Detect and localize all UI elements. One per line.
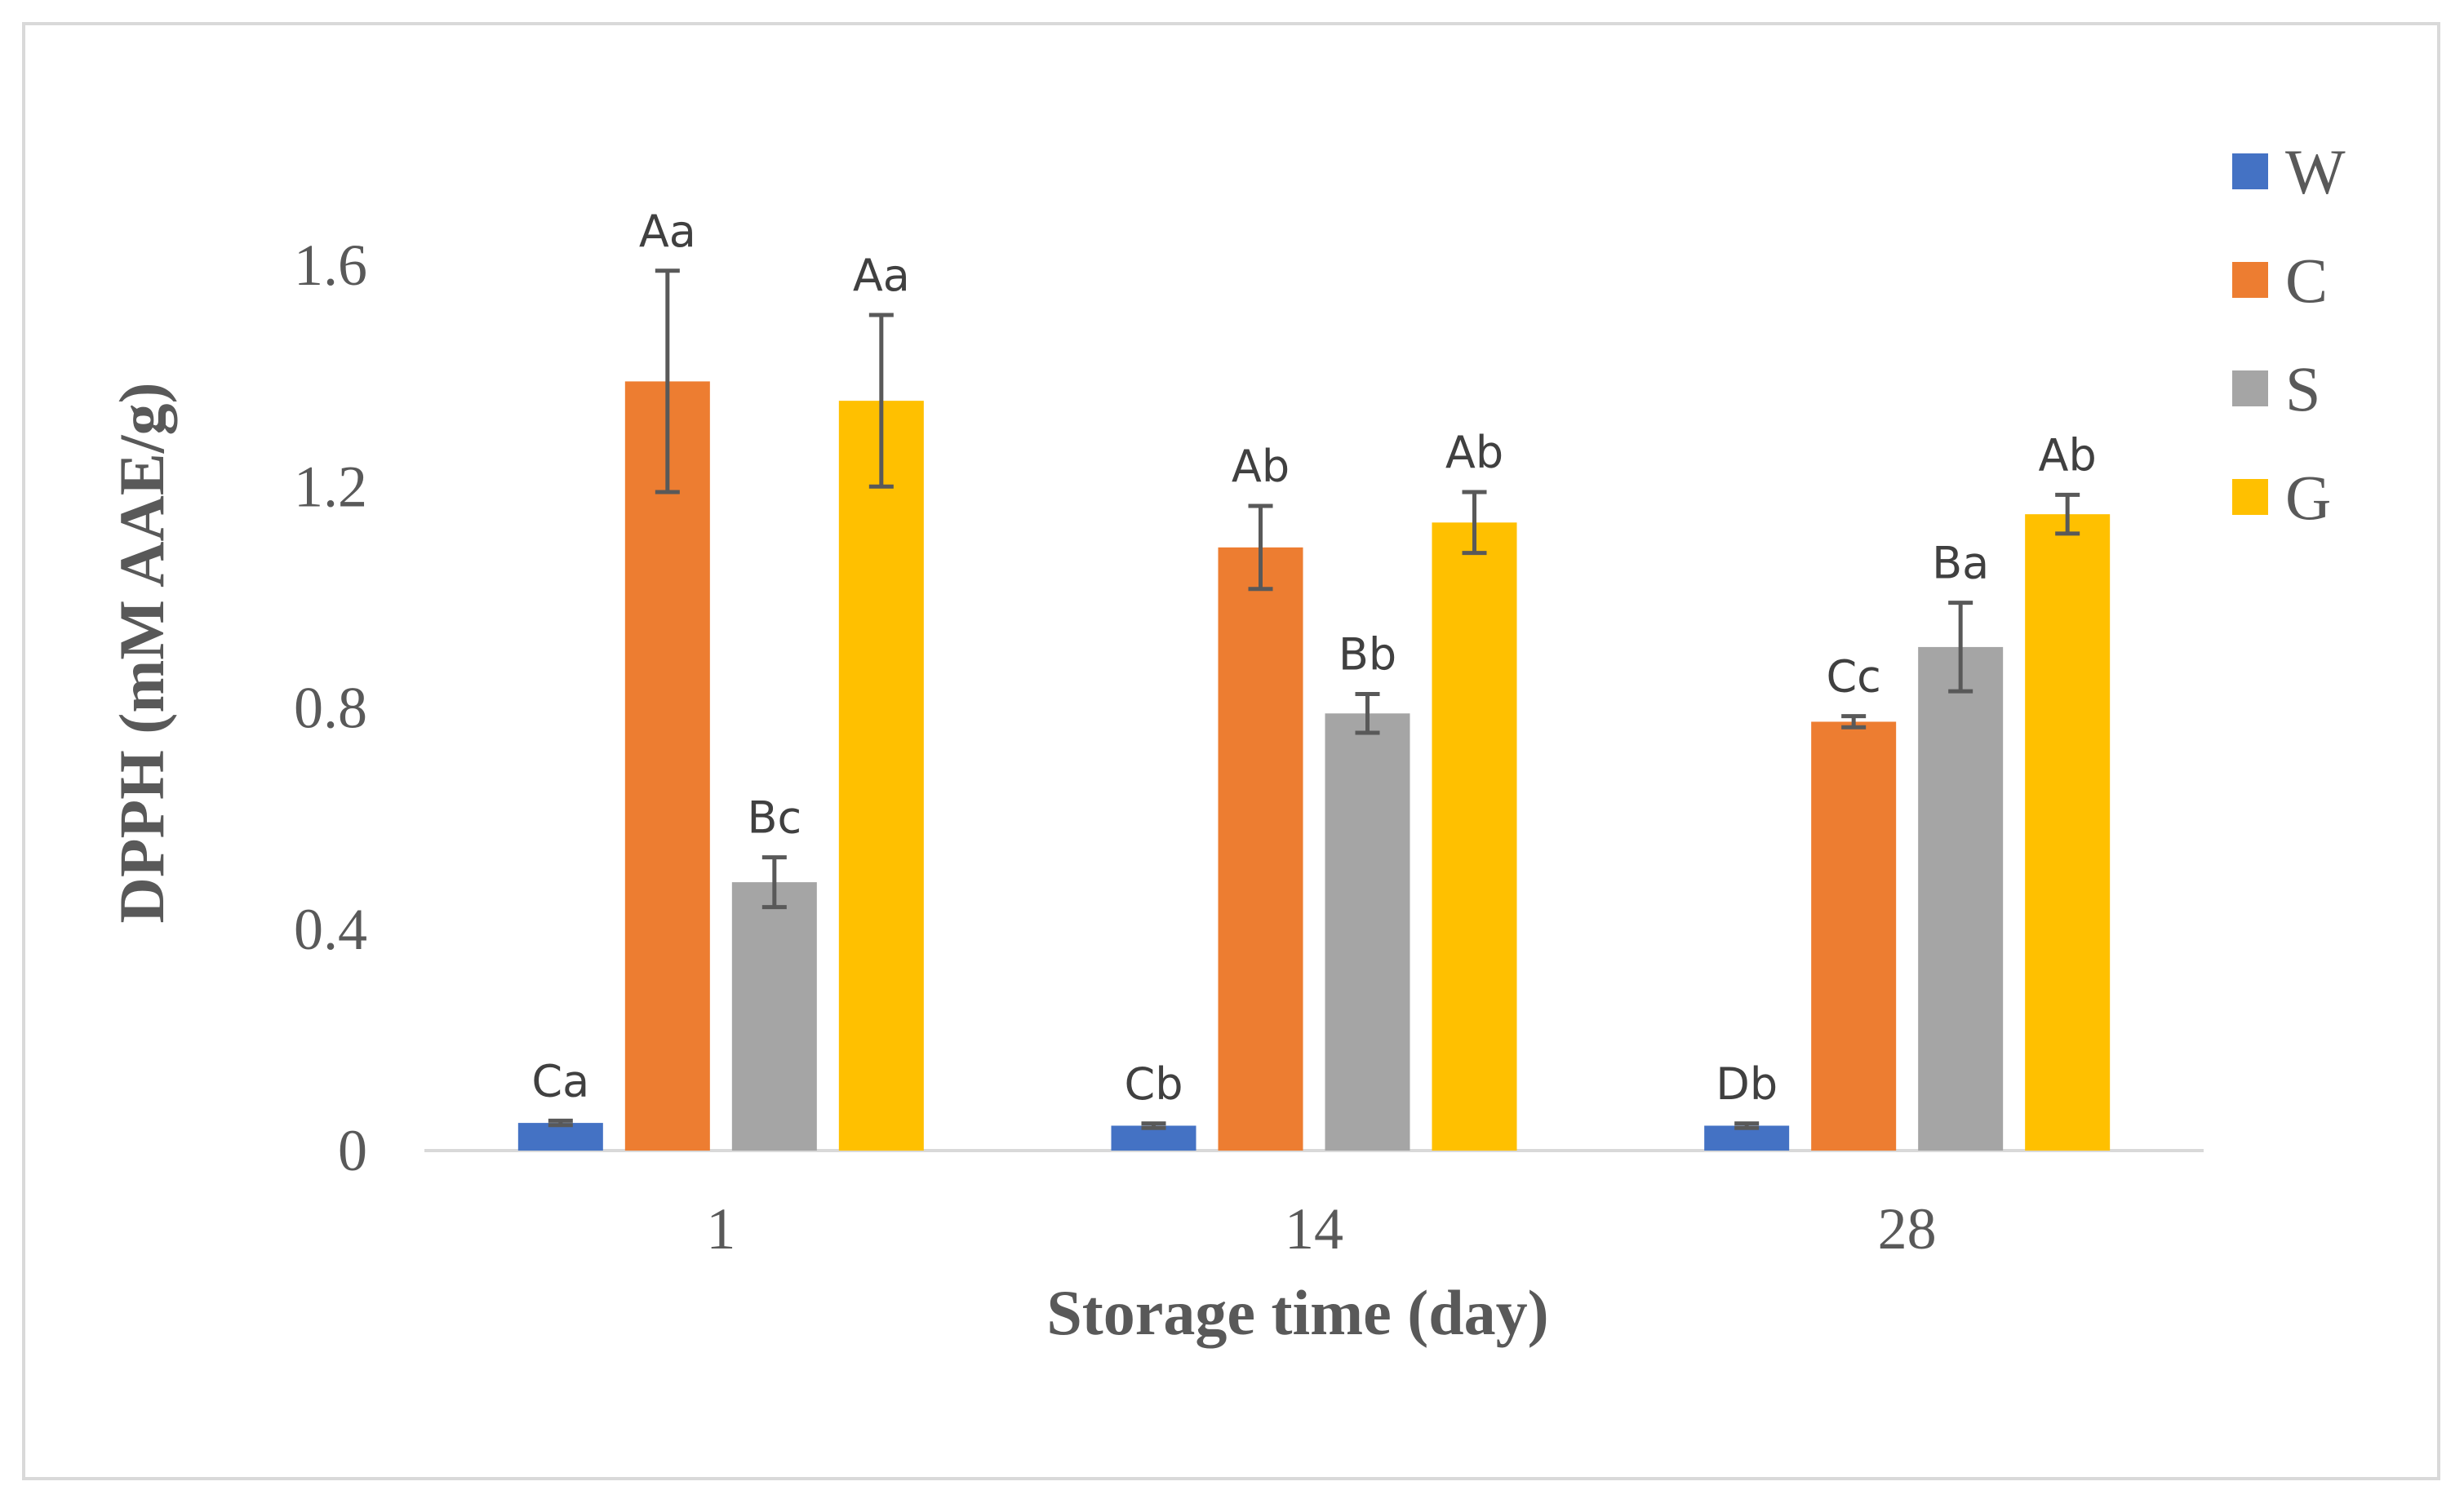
y-tick-label: 0 xyxy=(338,1118,367,1183)
significance-label: Cc xyxy=(1826,651,1880,703)
significance-label: Ab xyxy=(1232,441,1290,492)
significance-label: Db xyxy=(1716,1058,1778,1110)
significance-label: Bc xyxy=(747,792,801,844)
legend-swatch-G xyxy=(2232,479,2268,515)
bar-G-1 xyxy=(838,401,924,1151)
legend-label-S: S xyxy=(2285,353,2320,424)
significance-label: Aa xyxy=(853,250,910,301)
significance-label: Ca xyxy=(531,1055,589,1107)
significance-label: Aa xyxy=(639,206,696,257)
x-tick-label: 1 xyxy=(706,1196,735,1262)
significance-label: Ba xyxy=(1932,538,1989,589)
x-axis-ticks: 1 14 28 xyxy=(706,1196,1936,1262)
legend-swatch-S xyxy=(2232,370,2268,406)
y-tick-label: 0.4 xyxy=(294,897,367,962)
bar-G-28 xyxy=(2025,514,2111,1151)
y-axis-ticks: 0 0.4 0.8 1.2 1.6 xyxy=(294,233,367,1183)
bar-C-14 xyxy=(1218,547,1303,1151)
significance-labels: Ca Aa Bc Aa Cb Ab Bb Ab Db Cc Ba Ab xyxy=(531,206,2096,1110)
legend-label-C: C xyxy=(2285,245,2328,316)
bar-W-1 xyxy=(517,1123,603,1151)
legend-label-W: W xyxy=(2285,136,2346,207)
bar-S-14 xyxy=(1325,713,1410,1151)
significance-label: Ab xyxy=(1445,427,1503,478)
bar-S-28 xyxy=(1918,646,2004,1151)
bar-C-28 xyxy=(1811,721,1897,1151)
bar-C-1 xyxy=(624,381,710,1151)
legend-swatch-C xyxy=(2232,262,2268,298)
error-bars xyxy=(548,268,2080,1130)
significance-label: Ab xyxy=(2039,429,2097,481)
y-axis-title: DPPH (mM AAE/g) xyxy=(106,383,177,924)
y-tick-label: 1.2 xyxy=(294,454,367,519)
bar-G-14 xyxy=(1432,522,1517,1151)
legend-swatch-W xyxy=(2232,153,2268,189)
y-tick-label: 1.6 xyxy=(294,233,367,298)
significance-label: Bb xyxy=(1339,629,1396,681)
x-tick-label: 28 xyxy=(1878,1196,1937,1262)
bars xyxy=(517,381,2111,1151)
legend-label-G: G xyxy=(2285,462,2331,533)
bar-S-1 xyxy=(731,882,817,1151)
x-axis-title: Storage time (day) xyxy=(1046,1277,1548,1348)
y-tick-label: 0.8 xyxy=(294,676,367,741)
significance-label: Cb xyxy=(1125,1058,1183,1110)
x-tick-label: 14 xyxy=(1285,1196,1343,1262)
